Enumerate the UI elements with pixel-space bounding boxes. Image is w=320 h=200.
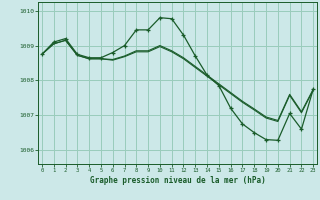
X-axis label: Graphe pression niveau de la mer (hPa): Graphe pression niveau de la mer (hPa) <box>90 176 266 185</box>
